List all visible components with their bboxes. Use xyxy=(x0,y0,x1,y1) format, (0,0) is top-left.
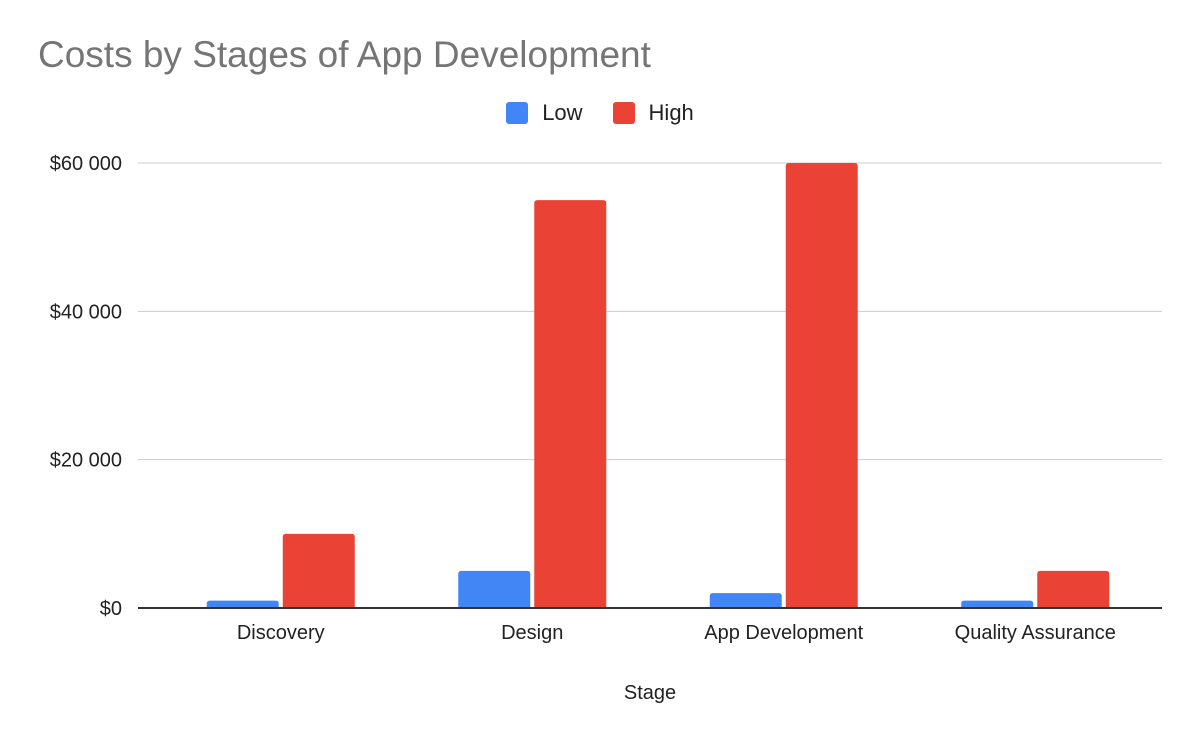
legend-label: High xyxy=(648,100,694,125)
legend-label: Low xyxy=(542,100,583,125)
legend: Low High xyxy=(0,100,1200,126)
x-tick-label: Quality Assurance xyxy=(955,622,1116,644)
y-tick-label: $40 000 xyxy=(50,301,122,323)
y-tick-label: $60 000 xyxy=(50,153,122,175)
bar-low xyxy=(709,593,782,608)
chart-title: Costs by Stages of App Development xyxy=(38,34,651,75)
legend-item: High xyxy=(612,100,694,126)
x-tick-label: Design xyxy=(501,622,563,644)
bar-low xyxy=(961,600,1034,608)
bar-low xyxy=(206,600,279,608)
x-axis-title: Stage xyxy=(624,682,676,704)
bar-low xyxy=(458,570,531,608)
y-tick-label: $0 xyxy=(100,598,122,620)
legend-item: Low xyxy=(506,100,583,126)
legend-swatch xyxy=(506,102,529,124)
bar-high xyxy=(534,200,607,609)
x-tick-label: App Development xyxy=(704,622,863,644)
x-tick-label: Discovery xyxy=(237,622,325,644)
bar-high xyxy=(1037,570,1110,608)
legend-swatch xyxy=(612,102,635,124)
y-tick-label: $20 000 xyxy=(50,450,122,472)
bar-high xyxy=(785,163,858,608)
bar-high xyxy=(282,533,355,608)
